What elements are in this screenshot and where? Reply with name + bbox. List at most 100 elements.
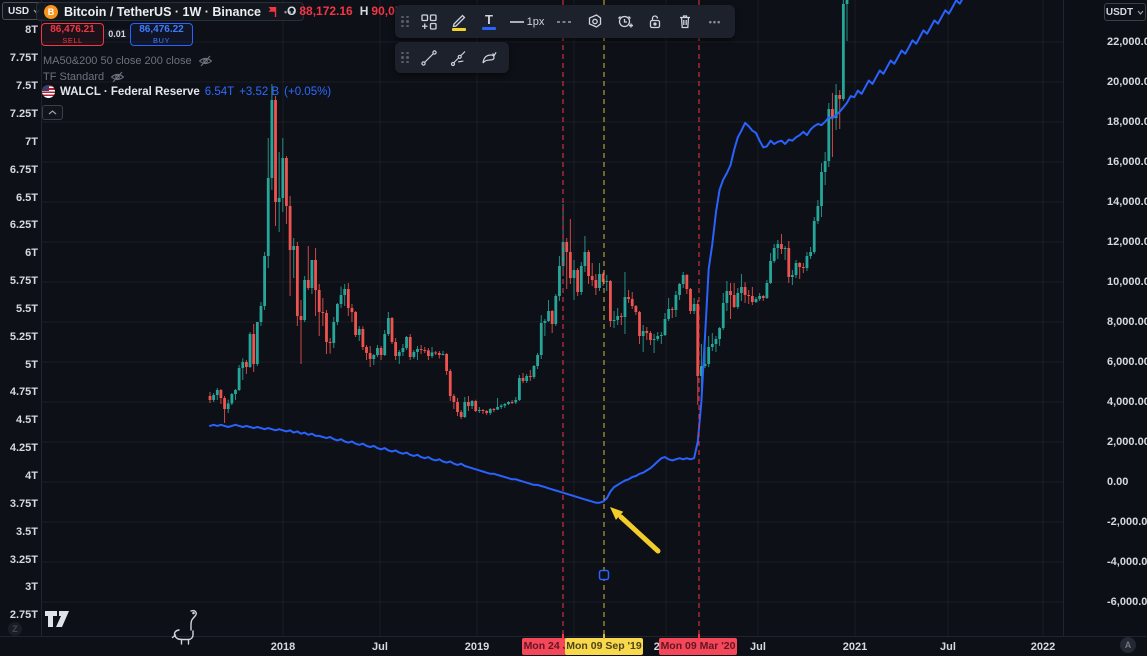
right-axis-tick: -2,000.00 bbox=[1107, 516, 1147, 528]
left-axis-tick: 4T bbox=[25, 470, 38, 482]
right-axis-currency-button[interactable]: USDT bbox=[1104, 3, 1146, 21]
sell-button[interactable]: 86,476.21 SELL bbox=[41, 23, 104, 46]
sell-price: 86,476.21 bbox=[50, 23, 95, 35]
time-axis-tick: Jul bbox=[372, 641, 388, 653]
symbol-title-button[interactable]: B Bitcoin / TetherUS · 1W · Binance ••• bbox=[36, 2, 305, 21]
left-axis-tick: 3.5T bbox=[15, 525, 38, 538]
symbol-title: Bitcoin / TetherUS · 1W · Binance bbox=[64, 4, 262, 19]
left-axis-tick: 4.75T bbox=[9, 386, 38, 399]
indicator-row-ma[interactable]: MA50&200 50 close 200 close bbox=[43, 55, 213, 67]
right-axis-tick: 18,000.00 bbox=[1107, 116, 1147, 128]
extended-line-icon[interactable] bbox=[445, 45, 473, 71]
drag-handle-icon[interactable] bbox=[401, 51, 409, 64]
indicator-tf-label: TF Standard bbox=[43, 71, 105, 83]
left-axis-tick: 8T bbox=[25, 24, 38, 37]
accessibility-badge[interactable]: A bbox=[1120, 637, 1136, 653]
time-axis-tick: 2018 bbox=[270, 641, 296, 653]
right-axis-currency-label: USDT bbox=[1105, 6, 1134, 18]
color-pencil-icon[interactable] bbox=[445, 9, 473, 35]
right-axis-tick: 12,000.00 bbox=[1107, 236, 1147, 248]
right-axis-tick: 4,000.00 bbox=[1107, 396, 1147, 408]
left-price-scale[interactable]: 8T 7.75T 7.5T 7.25T 7T 6.75T 6.5T 6.25T 6T 5.75T 5… bbox=[0, 0, 42, 636]
walcl-line-series[interactable] bbox=[209, 0, 989, 504]
buy-button[interactable]: 86,476.22 BUY bbox=[130, 23, 193, 46]
eye-off-icon[interactable] bbox=[110, 71, 125, 83]
us-flag-icon bbox=[42, 85, 55, 98]
line-tools-toolbar[interactable] bbox=[395, 42, 509, 73]
time-axis-highlight-label[interactable]: Mon 09 Sep '19 bbox=[565, 638, 643, 655]
toolbar-more-icon[interactable]: ••• bbox=[701, 9, 729, 35]
lock-icon[interactable] bbox=[641, 9, 669, 35]
indicator-ma-label: MA50&200 50 close 200 close bbox=[43, 55, 192, 67]
drawing-toolbar[interactable]: T 1px bbox=[395, 5, 735, 38]
right-axis-tick: 8,000.00 bbox=[1107, 316, 1147, 328]
indicator-row-tf[interactable]: TF Standard bbox=[43, 71, 125, 83]
right-axis-tick: 0.00 bbox=[1107, 476, 1129, 488]
chart-canvas[interactable] bbox=[0, 0, 1147, 636]
left-axis-tick: 5.75T bbox=[9, 275, 38, 288]
left-axis-tick: 6.25T bbox=[9, 219, 38, 232]
trend-line-icon[interactable] bbox=[415, 45, 443, 71]
right-price-scale[interactable]: 22,000.00 20,000.00 18,000.00 16,000.00 14,0… bbox=[1063, 0, 1147, 636]
tradingview-logo[interactable] bbox=[45, 611, 73, 633]
more-dots: ••• bbox=[708, 16, 722, 27]
eye-off-icon[interactable] bbox=[198, 55, 213, 67]
left-axis-tick: 7.25T bbox=[9, 107, 38, 120]
settings-icon[interactable] bbox=[581, 9, 609, 35]
right-axis-tick: 14,000.00 bbox=[1107, 196, 1147, 208]
left-axis-tick: 2.75T bbox=[9, 609, 38, 622]
right-axis-tick: -4,000.00 bbox=[1107, 556, 1147, 568]
time-axis[interactable]: 2018Jul20192020Jul2021Jul2022Mon 24 Jun … bbox=[0, 634, 1147, 656]
left-axis-tick: 5.5T bbox=[15, 302, 38, 315]
chevron-up-icon bbox=[48, 110, 57, 115]
left-axis-tick: 3T bbox=[25, 581, 38, 594]
right-axis-tick: 10,000.00 bbox=[1107, 276, 1147, 288]
overlay-symbol-change-pct: (+0.05%) bbox=[284, 85, 332, 98]
open-label: O bbox=[287, 4, 297, 18]
pencil-color-swatch bbox=[452, 27, 466, 31]
candlestick-series[interactable] bbox=[208, 0, 852, 423]
right-axis-tick: 16,000.00 bbox=[1107, 156, 1147, 168]
arrow-annotation[interactable] bbox=[618, 514, 661, 554]
z-badge: Z bbox=[8, 622, 22, 636]
right-axis-tick: -6,000.00 bbox=[1107, 596, 1147, 608]
sell-label: SELL bbox=[62, 35, 83, 45]
left-axis-tick: 7.5T bbox=[15, 80, 38, 93]
right-axis-tick: 22,000.00 bbox=[1107, 36, 1147, 48]
drawing-annotations[interactable] bbox=[562, 0, 700, 636]
chart-grid bbox=[41, 0, 1063, 636]
text-color-icon[interactable]: T bbox=[475, 9, 503, 35]
chevron-down-icon bbox=[1137, 10, 1144, 15]
high-label: H bbox=[359, 4, 369, 18]
right-axis-tick: 2,000.00 bbox=[1107, 436, 1147, 448]
time-axis-tick: 2021 bbox=[842, 641, 868, 653]
left-axis-tick: 3.75T bbox=[9, 497, 38, 510]
line-width-button[interactable]: 1px bbox=[505, 9, 549, 35]
line-style-icon[interactable] bbox=[551, 9, 579, 35]
currency-label: USD bbox=[8, 5, 30, 17]
text-color-swatch bbox=[482, 26, 496, 30]
line-width-label: 1px bbox=[526, 15, 545, 28]
time-axis-tick: Jul bbox=[750, 641, 766, 653]
brush-icon[interactable] bbox=[475, 45, 503, 71]
overlay-symbol-value: 6.54T bbox=[204, 85, 235, 98]
time-axis-tick: 2019 bbox=[464, 641, 490, 653]
left-axis-tick: 3.25T bbox=[9, 553, 38, 566]
drag-handle-icon[interactable] bbox=[401, 15, 409, 28]
annotation-drag-handle[interactable] bbox=[598, 569, 610, 581]
bitcoin-icon: B bbox=[44, 4, 58, 19]
left-axis-tick: 7.75T bbox=[9, 52, 38, 65]
overlay-symbol-row[interactable]: WALCL · Federal Reserve 6.54T +3.52 B (+… bbox=[42, 85, 331, 98]
legend-collapse-button[interactable] bbox=[42, 105, 63, 120]
vline-axis-mark bbox=[562, 634, 564, 639]
left-axis-tick: 5T bbox=[25, 358, 38, 371]
arrow-head[interactable] bbox=[610, 507, 624, 520]
time-axis-highlight-label[interactable]: Mon 09 Mar '20 bbox=[659, 638, 737, 655]
flag-icon[interactable] bbox=[267, 6, 278, 18]
add-alert-icon[interactable] bbox=[611, 9, 639, 35]
delete-icon[interactable] bbox=[671, 9, 699, 35]
buy-price: 86,476.22 bbox=[139, 23, 184, 35]
template-add-icon[interactable] bbox=[415, 9, 443, 35]
symbol-more-icon[interactable]: ••• bbox=[284, 6, 297, 17]
